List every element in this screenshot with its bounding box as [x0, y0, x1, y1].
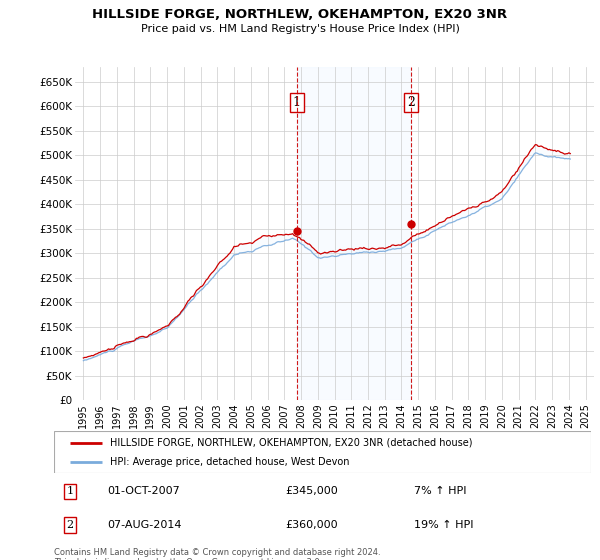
Text: 7% ↑ HPI: 7% ↑ HPI [414, 487, 466, 496]
Text: £360,000: £360,000 [285, 520, 338, 530]
Text: 19% ↑ HPI: 19% ↑ HPI [414, 520, 473, 530]
Text: Contains HM Land Registry data © Crown copyright and database right 2024.
This d: Contains HM Land Registry data © Crown c… [54, 548, 380, 560]
Text: HILLSIDE FORGE, NORTHLEW, OKEHAMPTON, EX20 3NR (detached house): HILLSIDE FORGE, NORTHLEW, OKEHAMPTON, EX… [110, 437, 473, 447]
Text: 1: 1 [67, 487, 74, 496]
Bar [297, 67, 411, 400]
Text: 2: 2 [407, 96, 415, 109]
Text: Price paid vs. HM Land Registry's House Price Index (HPI): Price paid vs. HM Land Registry's House … [140, 24, 460, 34]
Text: 01-OCT-2007: 01-OCT-2007 [108, 487, 181, 496]
Text: 1: 1 [293, 96, 301, 109]
Text: HPI: Average price, detached house, West Devon: HPI: Average price, detached house, West… [110, 457, 350, 467]
Text: HILLSIDE FORGE, NORTHLEW, OKEHAMPTON, EX20 3NR: HILLSIDE FORGE, NORTHLEW, OKEHAMPTON, EX… [92, 8, 508, 21]
Text: 07-AUG-2014: 07-AUG-2014 [108, 520, 182, 530]
Text: 2: 2 [67, 520, 74, 530]
Text: £345,000: £345,000 [285, 487, 338, 496]
